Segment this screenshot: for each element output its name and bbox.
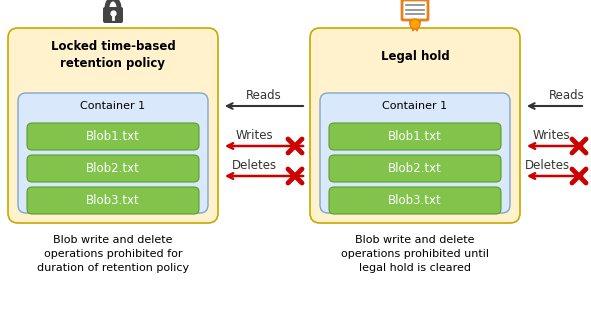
Circle shape	[410, 19, 420, 29]
Text: Writes: Writes	[532, 129, 570, 142]
FancyBboxPatch shape	[402, 0, 428, 20]
Text: Container 1: Container 1	[382, 101, 447, 111]
Text: Reads: Reads	[246, 89, 282, 102]
Text: Deletes: Deletes	[525, 159, 570, 172]
FancyBboxPatch shape	[27, 155, 199, 182]
FancyBboxPatch shape	[27, 187, 199, 214]
Text: Deletes: Deletes	[232, 159, 277, 172]
Circle shape	[411, 21, 418, 27]
FancyBboxPatch shape	[320, 93, 510, 213]
FancyBboxPatch shape	[18, 93, 208, 213]
Text: Writes: Writes	[235, 129, 273, 142]
Text: Blob2.txt: Blob2.txt	[388, 162, 442, 175]
FancyBboxPatch shape	[329, 123, 501, 150]
FancyBboxPatch shape	[310, 28, 520, 223]
FancyBboxPatch shape	[329, 187, 501, 214]
Text: Blob3.txt: Blob3.txt	[86, 194, 140, 207]
Polygon shape	[409, 20, 415, 31]
FancyBboxPatch shape	[103, 7, 123, 23]
Text: Container 1: Container 1	[80, 101, 145, 111]
Text: Blob write and delete
operations prohibited until
legal hold is cleared: Blob write and delete operations prohibi…	[341, 235, 489, 273]
Text: Reads: Reads	[549, 89, 585, 102]
Text: Legal hold: Legal hold	[381, 50, 449, 63]
FancyBboxPatch shape	[329, 155, 501, 182]
FancyBboxPatch shape	[8, 28, 218, 223]
Text: Locked time-based
retention policy: Locked time-based retention policy	[51, 40, 176, 70]
Text: Blob2.txt: Blob2.txt	[86, 162, 140, 175]
Text: Blob3.txt: Blob3.txt	[388, 194, 442, 207]
Text: Blob1.txt: Blob1.txt	[388, 130, 442, 143]
Polygon shape	[415, 20, 421, 31]
Text: Blob1.txt: Blob1.txt	[86, 130, 140, 143]
Text: Blob write and delete
operations prohibited for
duration of retention policy: Blob write and delete operations prohibi…	[37, 235, 189, 273]
FancyBboxPatch shape	[27, 123, 199, 150]
